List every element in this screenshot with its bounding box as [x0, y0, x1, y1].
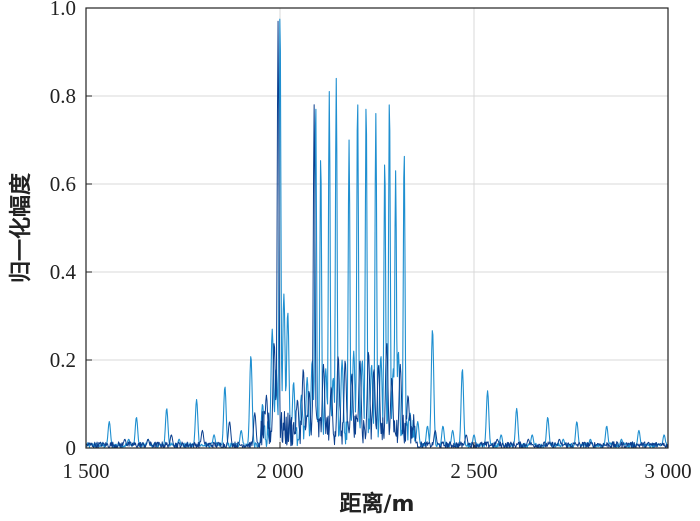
plot-frame	[85, 7, 669, 449]
axis-ticks: 1 500 2 000 2 500 3 000 0 0.2 0.4 0.6 0.8 1.0	[50, 0, 692, 483]
y-tick-label: 0	[66, 436, 77, 460]
y-tick-label: 0.8	[50, 84, 76, 108]
x-tick-label: 2 000	[256, 459, 303, 483]
series-line	[86, 20, 668, 448]
y-tick-label: 0.6	[50, 172, 76, 196]
x-tick-label: 2 500	[450, 459, 497, 483]
y-tick-label: 0.4	[50, 260, 77, 284]
x-axis-title: 距离/m	[340, 491, 415, 517]
y-axis-title: 归一化幅度	[8, 172, 34, 283]
series-line	[86, 18, 668, 448]
series-layer	[86, 18, 668, 448]
x-tick-label: 1 500	[62, 459, 109, 483]
x-tick-label: 3 000	[644, 459, 691, 483]
y-tick-label: 0.2	[50, 348, 76, 372]
y-tick-label: 1.0	[50, 0, 76, 20]
